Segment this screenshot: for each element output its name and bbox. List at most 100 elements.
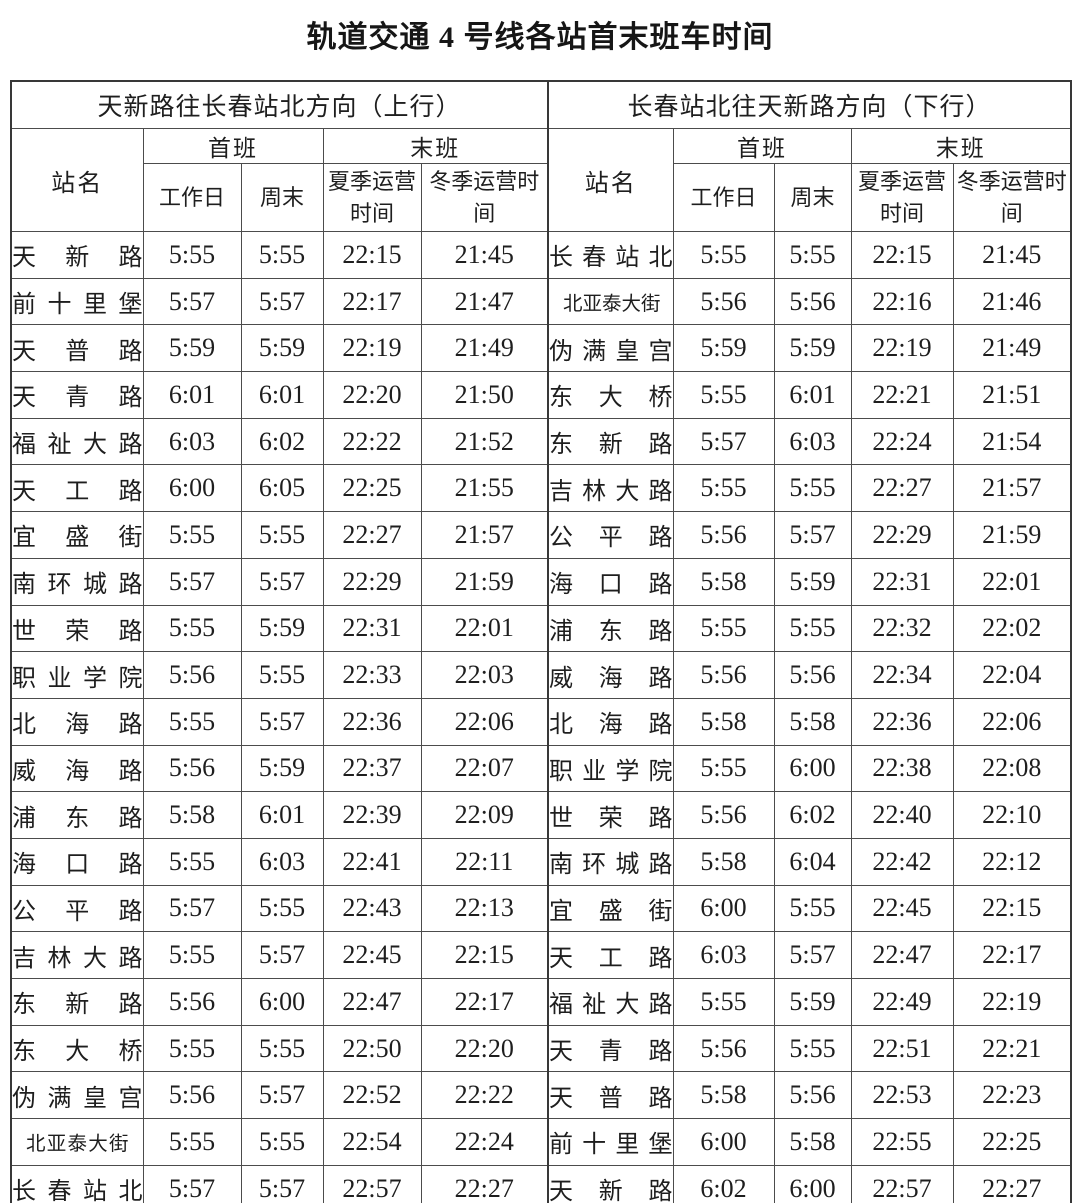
time-cell: 5:56 [672,651,775,699]
time-cell: 21:57 [420,511,549,559]
weekday-column-header-down: 工作日 [672,163,775,232]
time-cell: 5:55 [240,511,324,559]
time-cell: 22:19 [322,324,422,373]
group-header-row: 站名 首班 末班 站名 首班 末班 [10,128,1072,232]
time-cell: 22:36 [850,697,954,746]
time-cell: 21:45 [952,231,1072,279]
time-cell: 21:54 [952,417,1072,466]
time-cell: 5:57 [142,557,242,606]
station-name-cell: 伪满皇宫 [10,1071,144,1120]
time-cell: 5:55 [240,651,324,699]
time-cell: 5:55 [773,604,852,653]
time-cell: 22:25 [322,464,422,513]
time-cell: 6:01 [240,791,324,839]
time-cell: 22:22 [322,417,422,466]
time-cell: 22:20 [420,1024,549,1073]
station-name-cell: 宜盛街 [547,884,674,933]
time-cell: 5:55 [773,884,852,933]
time-cell: 22:24 [420,1118,549,1166]
station-name-cell: 北海路 [10,697,144,746]
winter-column-header-down: 冬季运营时间 [952,163,1072,232]
time-cell: 22:11 [420,837,549,886]
time-cell: 5:57 [773,511,852,559]
time-cell: 5:55 [142,837,242,886]
time-cell: 5:55 [142,931,242,979]
time-cell: 5:58 [672,1071,775,1120]
table-row: 宜盛街 5:55 5:55 22:27 21:57 公平路 5:56 5:57 22:29 21:… [10,511,1072,559]
time-cell: 22:31 [850,557,954,606]
table-row: 伪满皇宫 5:56 5:57 22:52 22:22 天普路 5:58 5:56 22:53 22… [10,1071,1072,1120]
time-cell: 5:55 [773,464,852,513]
time-cell: 22:43 [322,884,422,933]
station-name-cell: 东大桥 [10,1024,144,1073]
station-name-cell: 东新路 [547,417,674,466]
station-name-cell: 前十里堡 [10,277,144,326]
time-cell: 5:59 [240,324,324,373]
time-cell: 22:25 [952,1118,1072,1166]
station-name-cell: 浦东路 [10,791,144,839]
time-cell: 22:57 [322,1164,422,1203]
time-cell: 5:58 [672,697,775,746]
station-name-cell: 天普路 [10,324,144,373]
time-cell: 22:13 [420,884,549,933]
station-name-cell: 威海路 [10,744,144,793]
time-cell: 21:55 [420,464,549,513]
first-train-group-header-down: 首班 [672,128,852,164]
time-cell: 6:01 [142,371,242,419]
station-name-cell: 浦东路 [547,604,674,653]
time-cell: 5:58 [672,837,775,886]
table-row: 世荣路 5:55 5:59 22:31 22:01 浦东路 5:55 5:55 22:32 22:… [10,604,1072,653]
time-cell: 6:01 [773,371,852,419]
station-name-cell: 吉林大路 [10,931,144,979]
time-cell: 21:45 [420,231,549,279]
time-cell: 21:59 [952,511,1072,559]
time-cell: 22:15 [420,931,549,979]
time-cell: 5:55 [142,604,242,653]
time-cell: 22:34 [850,651,954,699]
time-cell: 21:52 [420,417,549,466]
time-cell: 21:59 [420,557,549,606]
weekend-column-header-up: 周末 [240,163,324,232]
time-cell: 5:57 [773,931,852,979]
station-name-cell: 东大桥 [547,371,674,419]
table-row: 公平路 5:57 5:55 22:43 22:13 宜盛街 6:00 5:55 22:45 22:… [10,884,1072,933]
station-name-cell: 天新路 [10,231,144,279]
station-name-cell: 职业学院 [10,651,144,699]
time-cell: 22:03 [420,651,549,699]
table-row: 天青路 6:01 6:01 22:20 21:50 东大桥 5:55 6:01 22:21 21:… [10,371,1072,419]
table-row: 职业学院 5:56 5:55 22:33 22:03 威海路 5:56 5:56 22:34 22… [10,651,1072,699]
station-name-cell: 东新路 [10,978,144,1026]
time-cell: 22:27 [952,1164,1072,1203]
time-cell: 5:57 [240,277,324,326]
time-cell: 22:09 [420,791,549,839]
timetable: 天新路往长春站北方向（上行） 长春站北往天新路方向（下行） 站名 首班 末班 站… [10,80,1072,1203]
summer-column-header-up: 夏季运营时间 [322,163,422,232]
timetable-body: 天新路 5:55 5:55 22:15 21:45 长春站北 5:55 5:55 22:15 21… [10,231,1072,1203]
time-cell: 6:03 [240,837,324,886]
time-cell: 22:27 [322,511,422,559]
time-cell: 22:54 [322,1118,422,1166]
time-cell: 22:55 [850,1118,954,1166]
station-name-cell: 海口路 [547,557,674,606]
time-cell: 22:31 [322,604,422,653]
winter-column-header-up: 冬季运营时间 [420,163,549,232]
time-cell: 22:12 [952,837,1072,886]
time-cell: 5:57 [240,1164,324,1203]
time-cell: 21:49 [952,324,1072,373]
time-cell: 5:56 [672,277,775,326]
time-cell: 6:02 [240,417,324,466]
time-cell: 6:00 [142,464,242,513]
time-cell: 22:27 [420,1164,549,1203]
time-cell: 22:23 [952,1071,1072,1120]
last-train-group-header-down: 末班 [850,128,1072,164]
table-row: 海口路 5:55 6:03 22:41 22:11 南环城路 5:58 6:04 22:42 22… [10,837,1072,886]
time-cell: 5:57 [142,1164,242,1203]
time-cell: 22:52 [322,1071,422,1120]
time-cell: 22:17 [952,931,1072,979]
station-name-cell: 长春站北 [10,1164,144,1203]
station-name-cell: 天普路 [547,1071,674,1120]
station-name-cell: 北亚泰大街 [10,1118,144,1166]
time-cell: 21:49 [420,324,549,373]
time-cell: 5:55 [773,1024,852,1073]
table-row: 天普路 5:59 5:59 22:19 21:49 伪满皇宫 5:59 5:59 22:19 21… [10,324,1072,373]
